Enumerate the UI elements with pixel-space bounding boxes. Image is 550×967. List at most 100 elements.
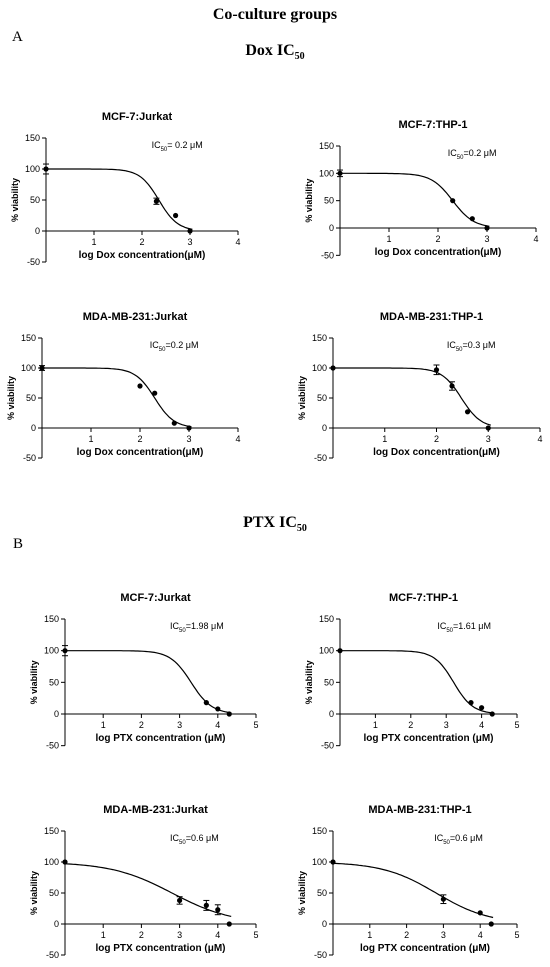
- x-tick-label: 4: [533, 234, 538, 244]
- x-tick-label: 5: [253, 720, 258, 730]
- x-tick-label: 1: [91, 237, 96, 247]
- data-point: [479, 705, 485, 711]
- x-tick-label: 4: [479, 720, 484, 730]
- ic50-annotation: IC50=1.98 μM: [170, 621, 224, 634]
- y-tick-label: -50: [314, 950, 327, 960]
- y-tick-label: 50: [317, 393, 327, 403]
- y-tick-label: -50: [46, 950, 59, 960]
- x-tick-label: 5: [514, 930, 519, 940]
- ic50-annotation: IC50=0.3 μM: [447, 340, 496, 353]
- section-a-title-main: Dox IC: [245, 42, 295, 59]
- x-tick-label: 3: [486, 434, 491, 444]
- chart-2: -50 0 50 100 150 1 2 3 4 MCF-7:THP-1 log Dox conce…: [304, 119, 539, 260]
- x-tick-label: 1: [373, 720, 378, 730]
- x-tick-label: 2: [408, 720, 413, 730]
- chart-title: MCF-7:Jurkat: [102, 111, 173, 123]
- data-point: [337, 648, 343, 654]
- y-tick-label: -50: [23, 453, 36, 463]
- chart-title: MCF-7:THP-1: [389, 592, 458, 604]
- chart-3: -50 0 50 100 150 1 2 3 4 MDA-MB-231:Jurkat log Dox…: [6, 311, 241, 463]
- x-tick-label: 1: [101, 720, 106, 730]
- x-tick-label: 1: [101, 930, 106, 940]
- x-tick-label: 3: [444, 720, 449, 730]
- data-point: [489, 711, 495, 717]
- data-point: [464, 409, 471, 415]
- y-tick-label: 0: [35, 226, 40, 236]
- data-point: [152, 390, 158, 396]
- y-tick-label: -50: [321, 250, 334, 260]
- y-tick-label: 0: [329, 709, 334, 719]
- x-axis-label: log Dox concentration(μM): [373, 447, 500, 458]
- chart-title: MDA-MB-231:Jurkat: [83, 311, 188, 323]
- ic50-annotation: IC50=0.2 μM: [150, 340, 199, 353]
- x-tick-label: 4: [215, 720, 220, 730]
- data-point: [226, 921, 232, 927]
- chart-6: -50 0 50 100 150 1 2 3 4 5 MCF-7:THP-1 log PTX conc…: [304, 592, 520, 751]
- y-tick-label: 0: [322, 423, 327, 433]
- data-point: [62, 859, 68, 865]
- y-tick-label: -50: [321, 741, 334, 751]
- x-tick-label: 3: [186, 434, 191, 444]
- y-tick-label: 150: [44, 826, 59, 836]
- fit-curve: [42, 367, 192, 428]
- y-tick-label: 100: [21, 363, 36, 373]
- data-point: [469, 216, 475, 222]
- data-point: [177, 897, 183, 904]
- section-b-title: PTX IC50: [0, 514, 550, 534]
- y-tick-label: 0: [54, 709, 59, 719]
- data-point: [153, 198, 159, 204]
- x-tick-label: 1: [382, 434, 387, 444]
- data-point: [137, 383, 143, 389]
- y-tick-label: 100: [312, 857, 327, 867]
- data-point: [337, 170, 343, 176]
- data-point: [203, 902, 209, 909]
- section-b-title-sub: 50: [296, 523, 307, 535]
- y-axis-label: % viability: [6, 376, 16, 420]
- x-tick-label: 2: [435, 234, 440, 244]
- data-point: [203, 700, 209, 706]
- x-tick-label: 4: [235, 237, 240, 247]
- data-point: [484, 225, 490, 231]
- y-tick-label: -50: [314, 453, 327, 463]
- chart-1: -50 0 50 100 150 1 2 3 4 MCF-7:Jurkat log Dox conc…: [10, 111, 241, 267]
- ic50-annotation: IC50= 0.2 μM: [152, 140, 203, 153]
- y-tick-label: 150: [44, 614, 59, 624]
- x-axis-label: log Dox concentration(μM): [375, 247, 502, 258]
- fit-curve: [340, 650, 495, 714]
- y-axis-label: % viability: [297, 871, 307, 915]
- y-axis-label: % viability: [29, 660, 39, 704]
- y-axis-label: % viability: [10, 178, 20, 222]
- y-tick-label: -50: [46, 741, 59, 751]
- y-tick-label: 150: [25, 133, 40, 143]
- y-tick-label: 50: [30, 195, 40, 205]
- y-tick-label: -50: [27, 257, 40, 267]
- data-point: [62, 648, 68, 654]
- x-axis-label: log PTX concentration (μM): [95, 943, 225, 954]
- x-tick-label: 5: [514, 720, 519, 730]
- x-axis-label: log Dox concentration(μM): [77, 447, 204, 458]
- ic50-annotation: IC50=0.6 μM: [434, 833, 483, 846]
- y-tick-label: 150: [312, 333, 327, 343]
- fit-curve: [333, 367, 491, 426]
- data-point: [477, 910, 483, 916]
- data-point: [39, 365, 45, 371]
- ic50-annotation: IC50=0.2 μM: [448, 148, 497, 161]
- y-tick-label: 150: [319, 614, 334, 624]
- y-axis-label: % viability: [304, 660, 314, 704]
- chart-5: -50 0 50 100 150 1 2 3 4 5 MCF-7:Jurkat log PTX con…: [29, 592, 259, 751]
- y-tick-label: 0: [31, 423, 36, 433]
- data-point: [226, 711, 232, 717]
- x-tick-label: 3: [441, 930, 446, 940]
- y-tick-label: 50: [324, 677, 334, 687]
- y-tick-label: 0: [54, 919, 59, 929]
- x-axis-label: log PTX concentration (μM): [360, 943, 490, 954]
- panel-letter-b: B: [13, 536, 24, 552]
- section-a-title: Dox IC50: [0, 42, 550, 62]
- data-point: [433, 367, 440, 373]
- chart-title: MDA-MB-231:THP-1: [380, 311, 483, 323]
- data-point: [450, 198, 456, 204]
- data-point: [215, 706, 221, 712]
- x-tick-label: 2: [139, 237, 144, 247]
- y-tick-label: 50: [317, 888, 327, 898]
